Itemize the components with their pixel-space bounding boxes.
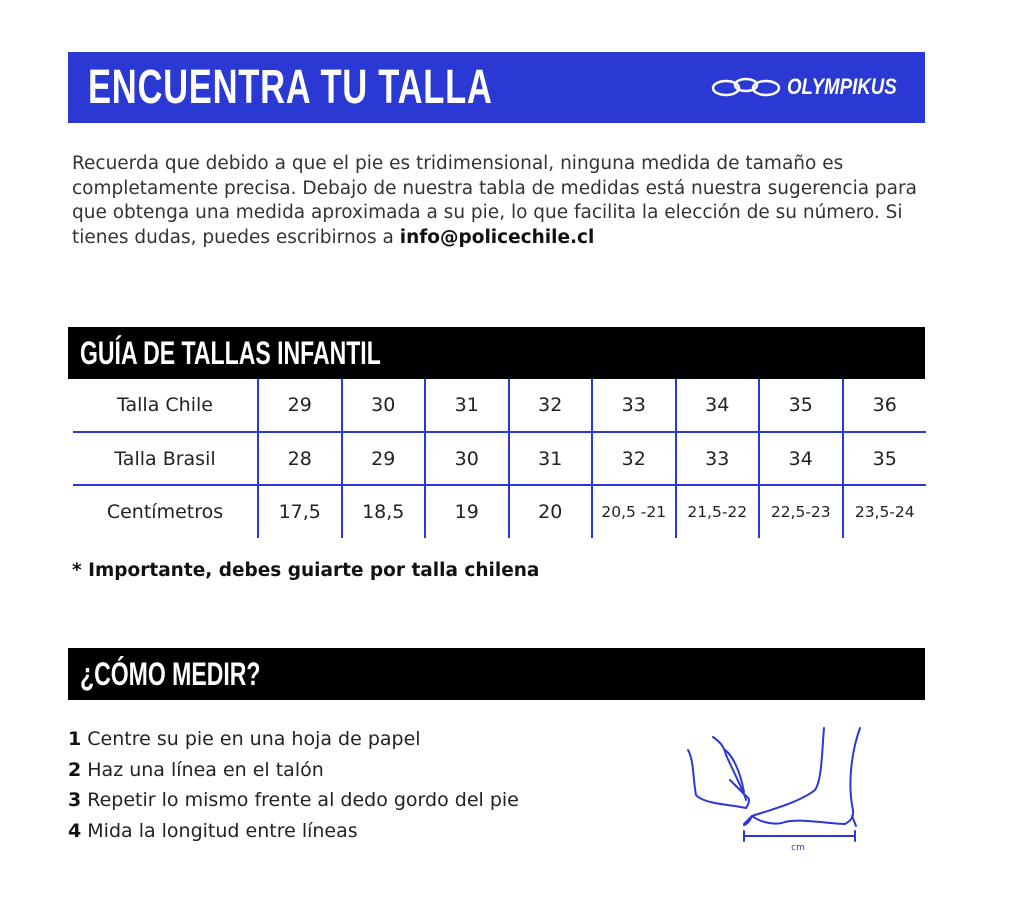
brand-name: OLYMPIKUS bbox=[787, 74, 897, 99]
brand-logo: OLYMPIKUS bbox=[711, 74, 916, 100]
table-cell: 17,5 bbox=[257, 485, 342, 538]
step-text: Repetir lo mismo frente al dedo gordo de… bbox=[81, 789, 519, 811]
size-table: Talla Chile 29 30 31 32 33 34 35 36 Talla Brasil 2… bbox=[73, 379, 926, 538]
table-cell: 19 bbox=[424, 485, 509, 538]
table-cell: 35 bbox=[758, 379, 843, 433]
intro-body: Recuerda que debido a que el pie es trid… bbox=[72, 153, 917, 248]
table-cell: 20,5 -21 bbox=[591, 485, 676, 538]
size-guide-title: GUÍA DE TALLAS INFANTIL bbox=[80, 335, 381, 371]
page-title: ENCUENTRA TU TALLA bbox=[88, 61, 493, 114]
steps-list: 1 Centre su pie en una hoja de papel 2 Ha… bbox=[68, 724, 519, 846]
table-cell: 30 bbox=[340, 379, 425, 433]
contact-email[interactable]: info@policechile.cl bbox=[399, 226, 595, 248]
table-cell: 20 bbox=[507, 485, 592, 538]
important-note: * Importante, debes guiarte por talla ch… bbox=[72, 560, 540, 581]
step-text: Haz una línea en el talón bbox=[81, 758, 324, 781]
step-item: 2 Haz una línea en el talón bbox=[68, 755, 519, 786]
table-cell: 28 bbox=[257, 432, 342, 486]
size-guide-header: GUÍA DE TALLAS INFANTIL bbox=[68, 327, 925, 379]
table-cell: 22,5-23 bbox=[758, 485, 843, 538]
table-cell: 23,5-24 bbox=[841, 485, 926, 538]
table-cell: 34 bbox=[758, 432, 843, 486]
header-banner: ENCUENTRA TU TALLA OLYMPIKUS bbox=[68, 52, 925, 123]
table-cell: 32 bbox=[591, 432, 676, 486]
table-cell: 29 bbox=[340, 432, 425, 486]
table-cell: 31 bbox=[424, 379, 509, 433]
step-number: 2 bbox=[68, 758, 82, 781]
row-label: Talla Chile bbox=[73, 379, 258, 433]
how-to-header: ¿CÓMO MEDIR? bbox=[68, 648, 925, 700]
foot-measure-illustration: cm bbox=[687, 727, 861, 853]
table-cell: 33 bbox=[591, 379, 676, 433]
step-text: Mida la longitud entre líneas bbox=[81, 819, 358, 842]
table-row: Centímetros 17,5 18,5 19 20 20,5 -21 21,5-22 22… bbox=[73, 485, 926, 538]
table-row: Talla Chile 29 30 31 32 33 34 35 36 bbox=[73, 379, 926, 433]
table-cell: 31 bbox=[507, 432, 592, 486]
step-item: 1 Centre su pie en una hoja de papel bbox=[68, 724, 519, 755]
table-cell: 35 bbox=[841, 432, 926, 486]
table-cell: 29 bbox=[257, 379, 342, 433]
table-cell: 32 bbox=[507, 379, 592, 433]
row-label: Talla Brasil bbox=[73, 432, 258, 486]
step-number: 4 bbox=[68, 819, 82, 842]
step-number: 1 bbox=[68, 728, 82, 750]
table-cell: 36 bbox=[841, 379, 926, 433]
how-to-title: ¿CÓMO MEDIR? bbox=[80, 656, 261, 692]
cm-label: cm bbox=[791, 843, 805, 853]
table-row: Talla Brasil 28 29 30 31 32 33 34 35 bbox=[73, 432, 926, 486]
rings-icon bbox=[711, 77, 781, 97]
step-text: Centre su pie en una hoja de papel bbox=[81, 728, 421, 750]
row-label: Centímetros bbox=[106, 501, 224, 523]
table-cell: 30 bbox=[424, 432, 509, 486]
step-number: 3 bbox=[68, 789, 82, 811]
step-item: 3 Repetir lo mismo frente al dedo gordo … bbox=[68, 785, 519, 816]
table-cell: 18,5 bbox=[340, 485, 425, 538]
table-cell: 34 bbox=[674, 379, 759, 433]
table-cell: 21,5-22 bbox=[674, 485, 759, 538]
table-cell: 33 bbox=[674, 432, 759, 486]
step-item: 4 Mida la longitud entre líneas bbox=[68, 816, 519, 847]
intro-text: Recuerda que debido a que el pie es trid… bbox=[72, 152, 932, 250]
